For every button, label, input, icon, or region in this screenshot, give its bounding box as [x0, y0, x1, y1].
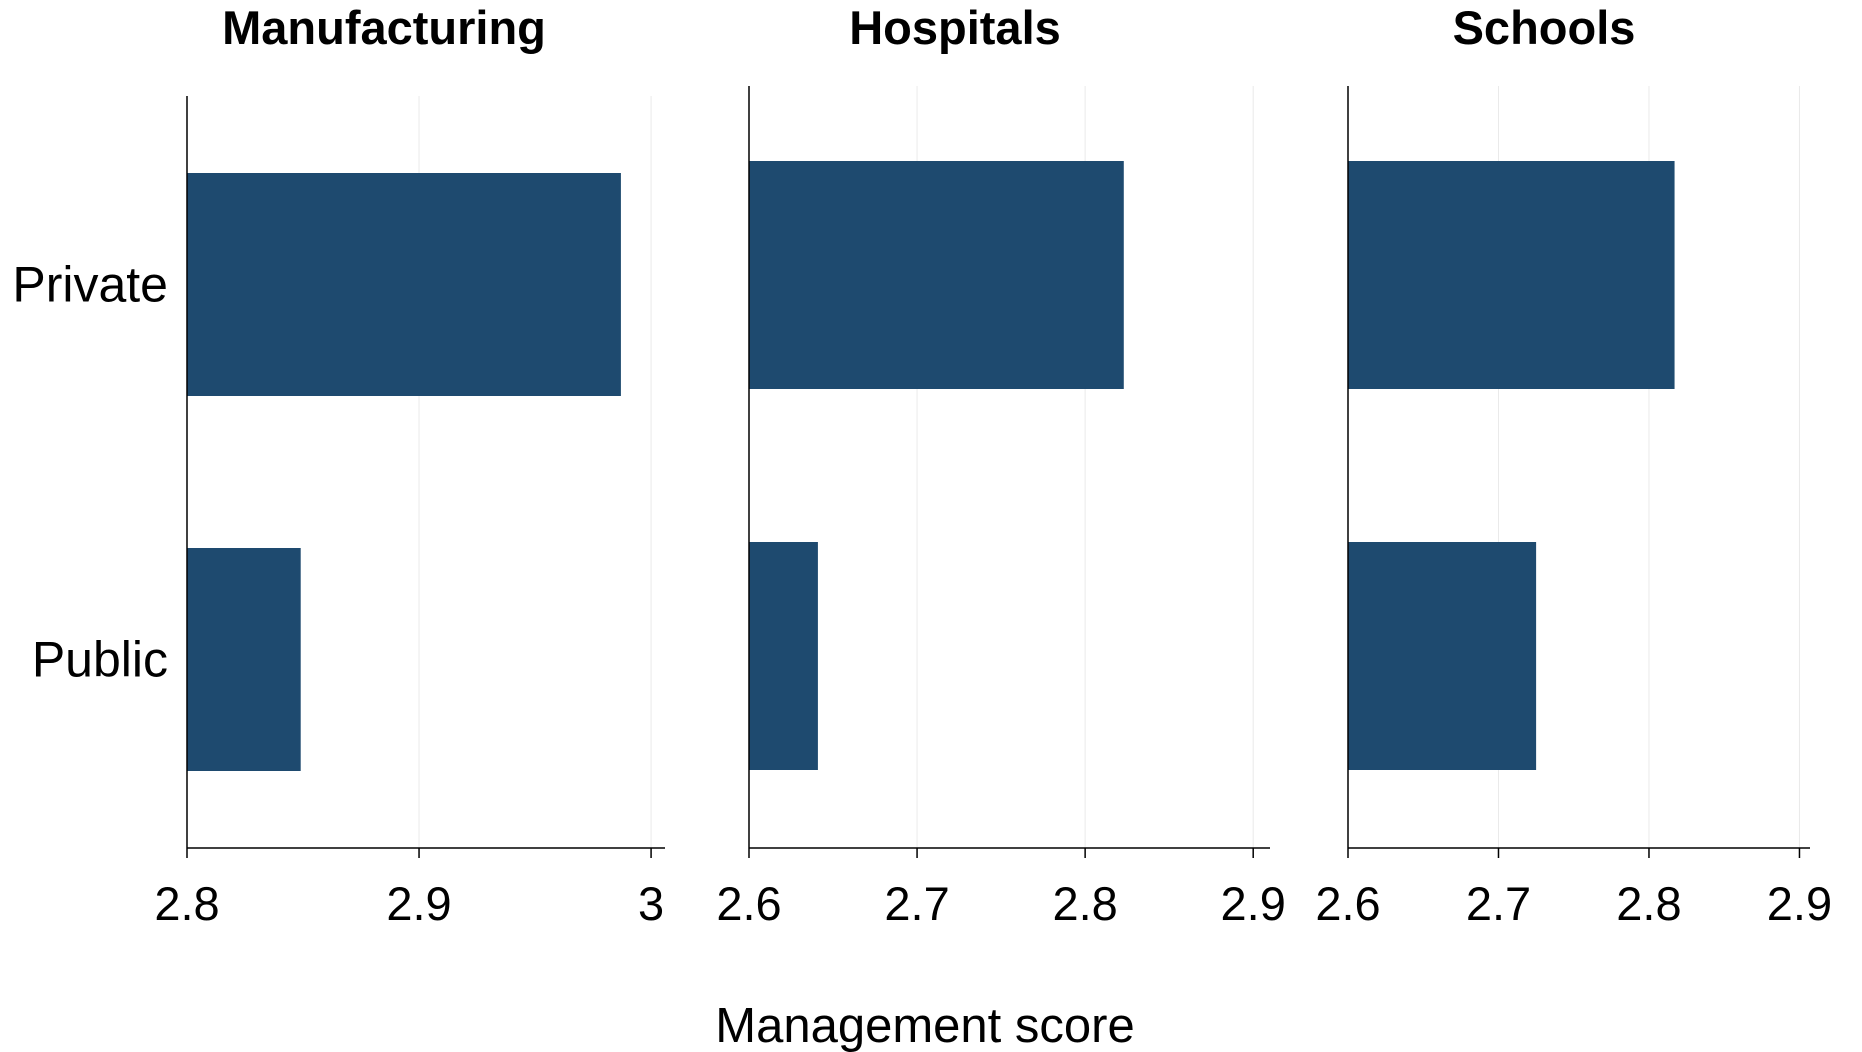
x-axis-title: Management score [715, 999, 1134, 1052]
category-label-public: Public [32, 632, 168, 688]
x-tick-label: 2.6 [716, 877, 781, 930]
bar-public [749, 542, 818, 770]
bar-public [187, 548, 301, 771]
bar-private [749, 161, 1124, 389]
x-tick-label: 2.9 [1221, 877, 1286, 930]
x-tick-label: 2.9 [1767, 877, 1832, 930]
x-tick-label: 2.8 [154, 877, 219, 930]
bar-private [1348, 161, 1675, 389]
panel-manufacturing: 2.8 2.9 3 Manufacturing [154, 1, 665, 930]
panel-title: Hospitals [849, 1, 1061, 54]
panels: 2.8 2.9 3 Manufacturing 2.6 2.7 2.8 2.9 Hospital… [154, 1, 1832, 930]
bar-private [187, 173, 621, 396]
x-tick-label: 2.7 [1466, 877, 1531, 930]
category-labels: Private Public [12, 257, 168, 688]
x-tick-label: 2.8 [1616, 877, 1681, 930]
category-label-private: Private [12, 257, 168, 313]
panel-title: Schools [1453, 1, 1636, 54]
panel-hospitals: 2.6 2.7 2.8 2.9 Hospitals [716, 1, 1286, 930]
panel-title: Manufacturing [222, 1, 546, 54]
x-tick-label: 2.7 [884, 877, 949, 930]
x-tick-label: 2.6 [1315, 877, 1380, 930]
x-tick-label: 2.9 [386, 877, 451, 930]
x-tick-label: 3 [638, 877, 664, 930]
x-tick-label: 2.8 [1052, 877, 1117, 930]
panel-schools: 2.6 2.7 2.8 2.9 Schools [1315, 1, 1832, 930]
bar-public [1348, 542, 1537, 770]
